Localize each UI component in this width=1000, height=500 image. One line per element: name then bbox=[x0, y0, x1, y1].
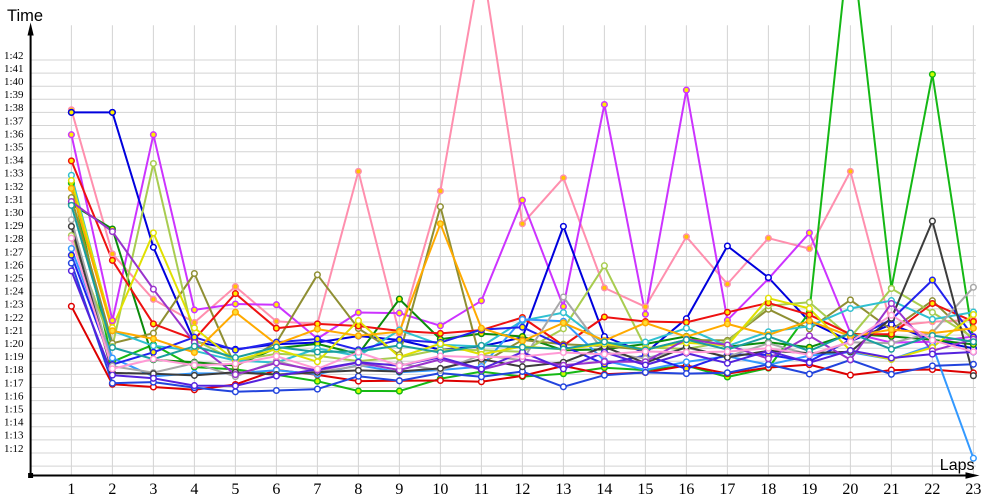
svg-text:23: 23 bbox=[965, 481, 981, 498]
svg-text:1:30: 1:30 bbox=[4, 207, 24, 219]
svg-text:22: 22 bbox=[924, 481, 940, 498]
svg-text:1:28: 1:28 bbox=[4, 233, 24, 245]
svg-text:1:22: 1:22 bbox=[4, 312, 24, 324]
svg-text:2: 2 bbox=[108, 481, 116, 498]
svg-text:9: 9 bbox=[395, 481, 403, 498]
svg-text:1:19: 1:19 bbox=[4, 351, 24, 363]
svg-text:1:18: 1:18 bbox=[4, 364, 24, 376]
svg-text:1:38: 1:38 bbox=[4, 102, 24, 114]
svg-text:3: 3 bbox=[149, 481, 157, 498]
svg-text:1:21: 1:21 bbox=[4, 325, 24, 337]
svg-text:1:36: 1:36 bbox=[4, 128, 24, 140]
svg-text:1:37: 1:37 bbox=[4, 115, 24, 127]
svg-text:1:25: 1:25 bbox=[4, 273, 24, 285]
svg-text:7: 7 bbox=[313, 481, 321, 498]
svg-text:19: 19 bbox=[801, 481, 817, 498]
svg-text:5: 5 bbox=[231, 481, 239, 498]
svg-text:1:39: 1:39 bbox=[4, 89, 24, 101]
svg-text:1:13: 1:13 bbox=[4, 430, 24, 442]
svg-text:11: 11 bbox=[474, 481, 489, 498]
svg-text:4: 4 bbox=[190, 481, 198, 498]
svg-text:1:15: 1:15 bbox=[4, 404, 24, 416]
svg-text:1:35: 1:35 bbox=[4, 142, 24, 154]
svg-text:1:41: 1:41 bbox=[4, 63, 24, 75]
svg-text:8: 8 bbox=[354, 481, 362, 498]
svg-text:13: 13 bbox=[555, 481, 571, 498]
svg-text:15: 15 bbox=[637, 481, 653, 498]
svg-text:12: 12 bbox=[514, 481, 530, 498]
svg-text:21: 21 bbox=[883, 481, 899, 498]
svg-text:18: 18 bbox=[760, 481, 776, 498]
svg-text:1:17: 1:17 bbox=[4, 377, 24, 389]
svg-text:6: 6 bbox=[272, 481, 280, 498]
svg-text:1:33: 1:33 bbox=[4, 168, 24, 180]
svg-text:1:40: 1:40 bbox=[4, 76, 24, 88]
svg-text:Laps: Laps bbox=[940, 457, 975, 474]
svg-text:1: 1 bbox=[67, 481, 75, 498]
svg-text:1:42: 1:42 bbox=[4, 50, 24, 62]
svg-text:16: 16 bbox=[678, 481, 694, 498]
svg-text:1:23: 1:23 bbox=[4, 299, 24, 311]
svg-text:1:29: 1:29 bbox=[4, 220, 24, 232]
svg-text:Time: Time bbox=[7, 7, 43, 25]
svg-text:1:27: 1:27 bbox=[4, 246, 24, 258]
svg-text:1:26: 1:26 bbox=[4, 259, 24, 271]
svg-text:10: 10 bbox=[432, 481, 448, 498]
svg-text:1:16: 1:16 bbox=[4, 390, 24, 402]
svg-text:17: 17 bbox=[719, 481, 735, 498]
svg-text:1:12: 1:12 bbox=[4, 443, 24, 455]
svg-text:1:34: 1:34 bbox=[4, 155, 24, 167]
svg-text:1:32: 1:32 bbox=[4, 181, 24, 193]
svg-text:20: 20 bbox=[842, 481, 858, 498]
svg-text:14: 14 bbox=[596, 481, 612, 498]
svg-text:1:20: 1:20 bbox=[4, 338, 24, 350]
svg-text:1:31: 1:31 bbox=[4, 194, 24, 206]
svg-text:1:14: 1:14 bbox=[4, 417, 24, 429]
svg-text:1:24: 1:24 bbox=[4, 286, 24, 298]
